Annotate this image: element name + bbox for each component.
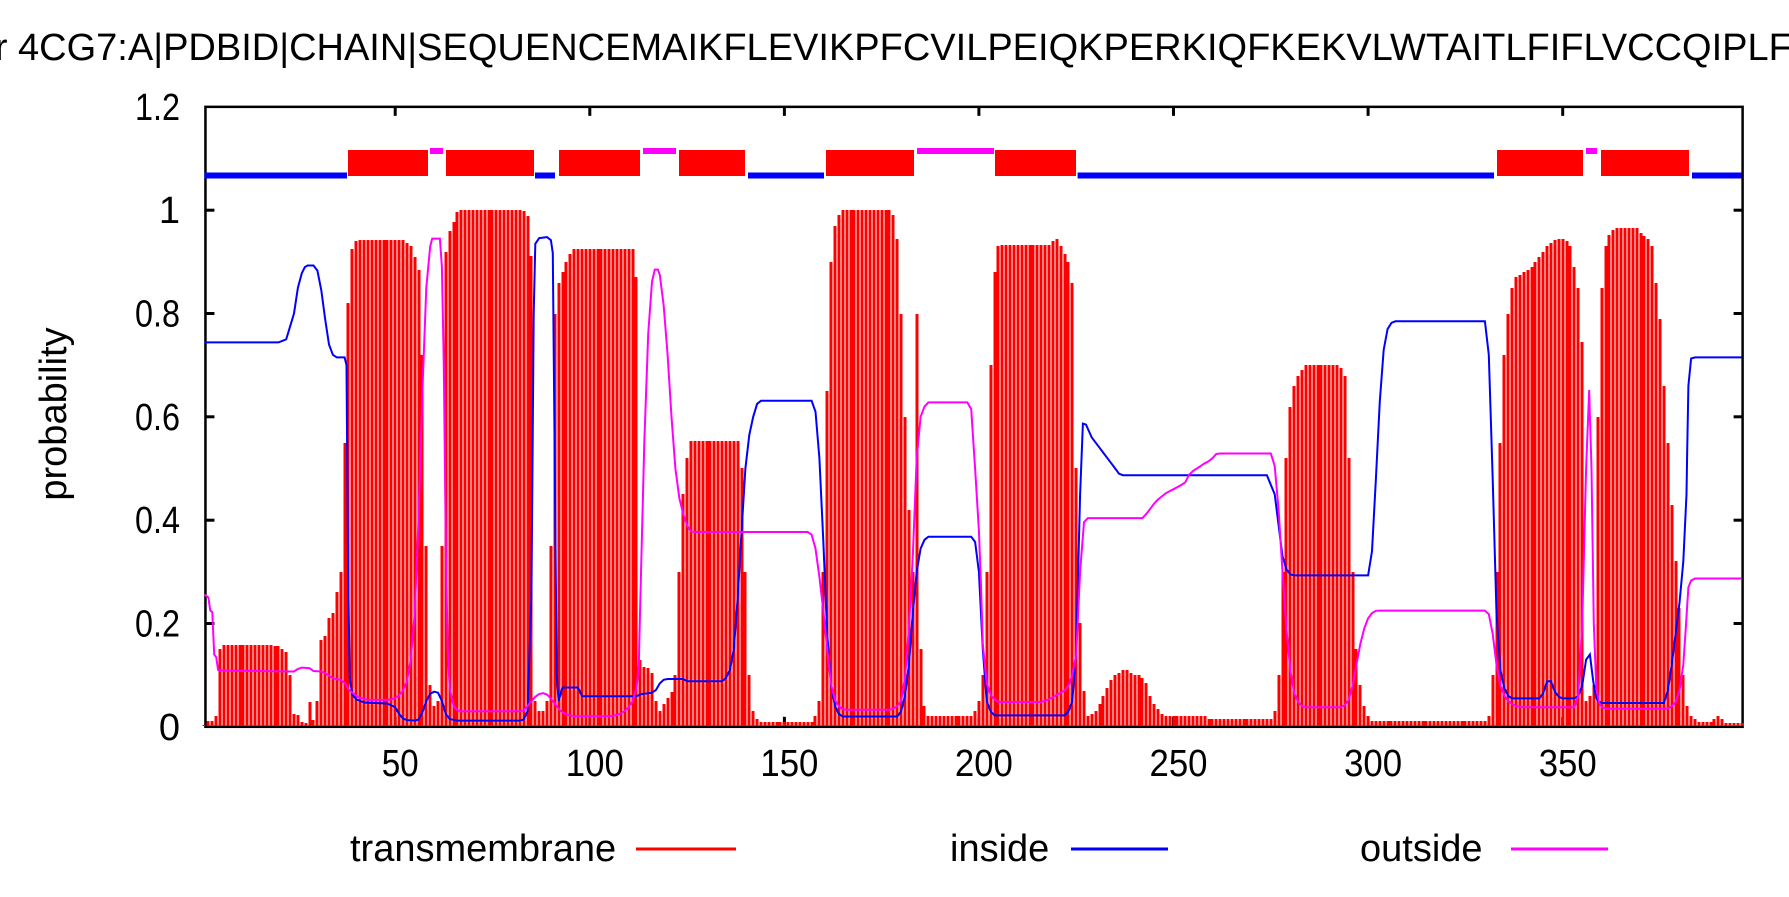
svg-text:1: 1 (159, 190, 180, 232)
svg-text:0.2: 0.2 (135, 604, 180, 646)
svg-text:100: 100 (566, 743, 624, 785)
svg-text:0: 0 (159, 707, 180, 749)
svg-text:0.8: 0.8 (135, 294, 180, 336)
svg-text:0.4: 0.4 (135, 500, 180, 542)
svg-text:inside: inside (950, 828, 1049, 870)
svg-text:300: 300 (1344, 743, 1402, 785)
svg-text:outside: outside (1360, 828, 1483, 870)
svg-text:1.2: 1.2 (135, 87, 180, 129)
svg-text:0.6: 0.6 (135, 397, 180, 439)
svg-text:200: 200 (955, 743, 1013, 785)
svg-text:250: 250 (1150, 743, 1208, 785)
svg-text:150: 150 (760, 743, 818, 785)
svg-text:50: 50 (382, 743, 419, 785)
svg-text:350: 350 (1539, 743, 1597, 785)
svg-text:transmembrane: transmembrane (350, 828, 616, 870)
svg-text:r 4CG7:A|PDBID|CHAIN|SEQUENCEM: r 4CG7:A|PDBID|CHAIN|SEQUENCEMAIKFLEVIKP… (0, 27, 1789, 69)
svg-text:probability: probability (33, 327, 75, 500)
